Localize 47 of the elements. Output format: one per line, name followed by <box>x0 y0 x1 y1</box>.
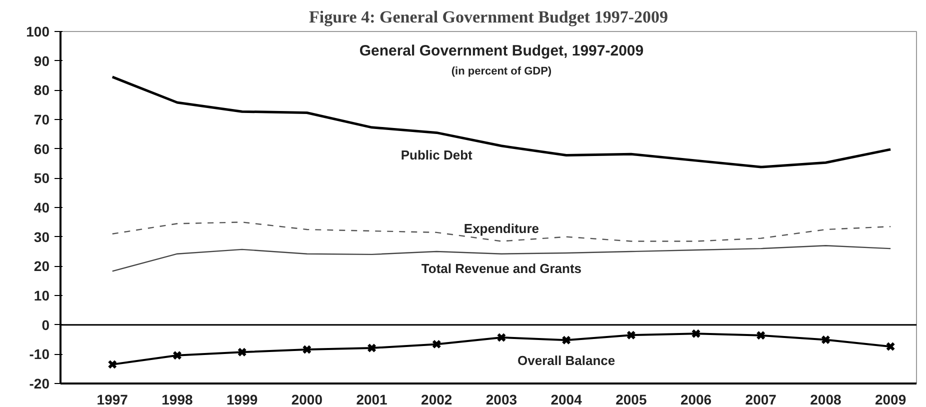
line-series <box>111 76 892 168</box>
y-tick-label: -20 <box>29 376 50 392</box>
point <box>496 332 506 342</box>
x-tick-label: 2009 <box>874 392 906 407</box>
series-label: Expenditure <box>464 221 540 236</box>
y-tick-label: 60 <box>34 140 50 157</box>
y-tick-label: -10 <box>29 346 50 362</box>
x-tick-label: 2007 <box>745 392 777 407</box>
x-tick-label: 2003 <box>486 392 518 407</box>
point <box>302 344 312 354</box>
x-tick-label: 2001 <box>356 392 388 407</box>
y-tick-label: 100 <box>26 24 50 40</box>
x-tick-label: 1999 <box>226 392 258 407</box>
y-tick-label: 50 <box>34 170 50 186</box>
x-tick-label: 2008 <box>810 392 842 407</box>
point <box>691 328 701 338</box>
y-tick-label: 80 <box>34 82 50 98</box>
y-tick-label: 0 <box>42 316 50 333</box>
y-tick-label: 40 <box>34 200 50 216</box>
y-tick-label: 90 <box>34 52 50 69</box>
point <box>432 340 442 349</box>
line-series <box>112 222 892 242</box>
line-series <box>112 245 892 272</box>
x-tick-label: 2005 <box>616 392 647 407</box>
y-tick-label: 10 <box>34 288 50 304</box>
x-tick-label: 2004 <box>550 392 582 407</box>
series-label: Public Debt <box>400 148 474 163</box>
y-tick-label: 20 <box>34 258 50 274</box>
x-tick-label: 1998 <box>162 392 194 407</box>
x-tick-label: 2000 <box>291 392 323 407</box>
annotation: (in percent of GDP) <box>451 66 552 78</box>
y-tick-label: 30 <box>34 228 50 245</box>
point <box>626 330 636 340</box>
point <box>821 335 830 344</box>
text: General Government Budget, 1997-2009 <box>359 42 644 60</box>
point <box>237 347 247 357</box>
y-tick-label: 70 <box>34 112 50 128</box>
point <box>756 330 766 340</box>
series-label: Total Revenue and Grants <box>421 260 582 276</box>
point <box>562 335 571 345</box>
x-tick-label: 2002 <box>421 392 452 407</box>
point <box>172 350 182 360</box>
x-tick-label: 2006 <box>680 392 712 407</box>
point <box>367 343 376 353</box>
chart-title: Figure 4: General Government Budget 1997-2009 <box>309 8 668 26</box>
series-label: Overall Balance <box>518 353 616 368</box>
x-tick-label: 1997 <box>96 392 128 407</box>
